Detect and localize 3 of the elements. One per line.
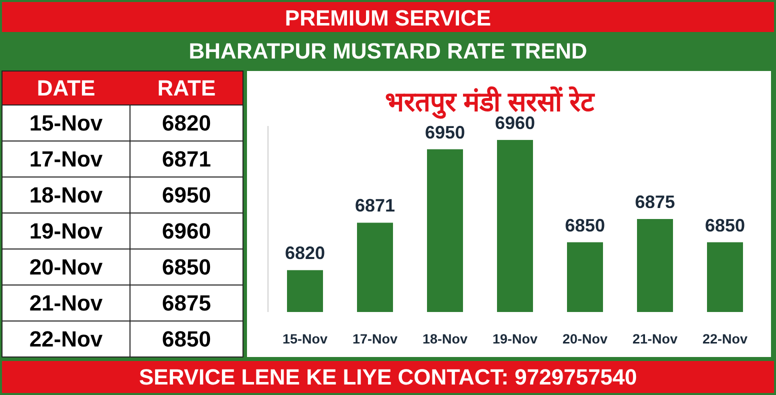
annotation: PREMIUM SERVICE xyxy=(284,6,492,30)
subtitle: BHARATPUR MUSTARD RATE TREND xyxy=(188,38,588,64)
annotation: SERVICE LENE KE LIYE CONTACT: 9729757540 xyxy=(138,364,638,390)
